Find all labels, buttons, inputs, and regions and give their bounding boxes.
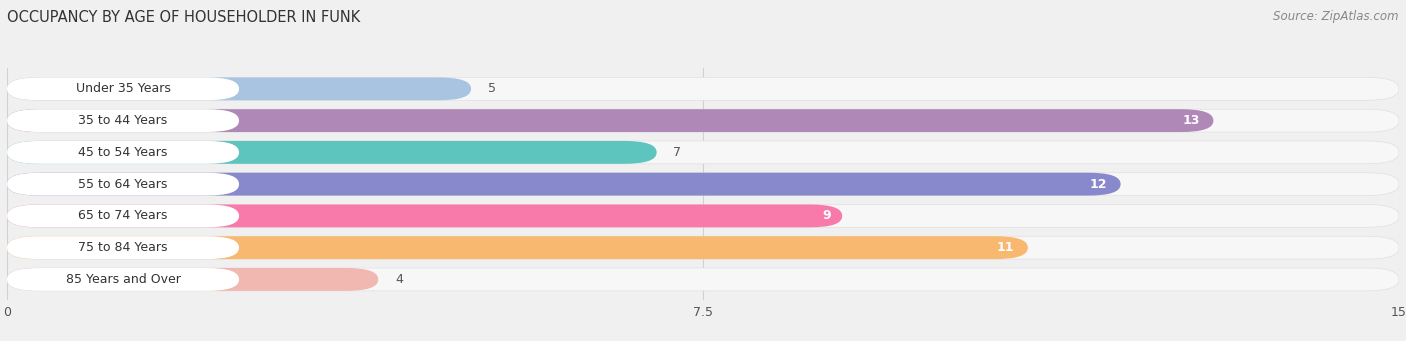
Text: 5: 5 [488, 82, 496, 95]
Text: Under 35 Years: Under 35 Years [76, 82, 170, 95]
Text: 85 Years and Over: 85 Years and Over [66, 273, 180, 286]
Text: 45 to 54 Years: 45 to 54 Years [79, 146, 167, 159]
FancyBboxPatch shape [7, 268, 378, 291]
Text: Source: ZipAtlas.com: Source: ZipAtlas.com [1274, 10, 1399, 23]
FancyBboxPatch shape [7, 109, 1213, 132]
FancyBboxPatch shape [7, 236, 1028, 259]
FancyBboxPatch shape [7, 205, 842, 227]
FancyBboxPatch shape [7, 109, 1399, 132]
FancyBboxPatch shape [7, 236, 239, 259]
Text: 55 to 64 Years: 55 to 64 Years [79, 178, 167, 191]
FancyBboxPatch shape [7, 205, 239, 227]
Text: 65 to 74 Years: 65 to 74 Years [79, 209, 167, 222]
FancyBboxPatch shape [7, 77, 239, 100]
FancyBboxPatch shape [7, 268, 239, 291]
Text: 7: 7 [673, 146, 682, 159]
FancyBboxPatch shape [7, 77, 471, 100]
Text: 9: 9 [823, 209, 831, 222]
FancyBboxPatch shape [7, 173, 1399, 196]
Text: 75 to 84 Years: 75 to 84 Years [79, 241, 167, 254]
FancyBboxPatch shape [7, 205, 1399, 227]
FancyBboxPatch shape [7, 173, 239, 196]
Text: 35 to 44 Years: 35 to 44 Years [79, 114, 167, 127]
FancyBboxPatch shape [7, 268, 1399, 291]
FancyBboxPatch shape [7, 173, 1121, 196]
FancyBboxPatch shape [7, 141, 1399, 164]
FancyBboxPatch shape [7, 141, 657, 164]
Text: 12: 12 [1090, 178, 1107, 191]
FancyBboxPatch shape [7, 236, 1399, 259]
FancyBboxPatch shape [7, 77, 1399, 100]
FancyBboxPatch shape [7, 109, 239, 132]
Text: 11: 11 [997, 241, 1014, 254]
FancyBboxPatch shape [7, 141, 239, 164]
Text: 4: 4 [395, 273, 402, 286]
Text: 13: 13 [1182, 114, 1199, 127]
Text: OCCUPANCY BY AGE OF HOUSEHOLDER IN FUNK: OCCUPANCY BY AGE OF HOUSEHOLDER IN FUNK [7, 10, 360, 25]
